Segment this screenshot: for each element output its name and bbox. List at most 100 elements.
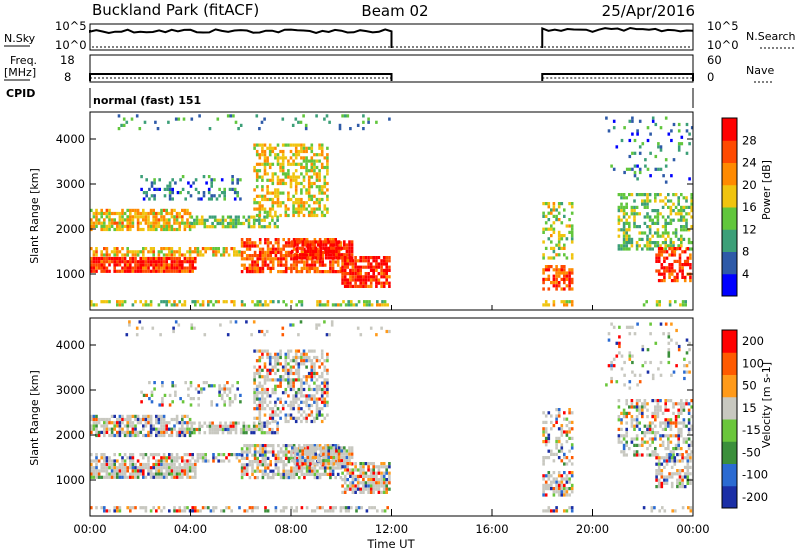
heatmap-cell xyxy=(380,481,383,485)
heatmap-cell xyxy=(287,159,290,163)
heatmap-cell xyxy=(250,333,253,337)
heatmap-cell xyxy=(630,402,634,406)
heatmap-cell xyxy=(276,181,280,186)
heatmap-cell xyxy=(656,411,660,415)
heatmap-cell xyxy=(336,263,340,267)
heatmap-cell xyxy=(355,303,358,307)
heatmap-cell xyxy=(330,320,334,324)
heatmap-cell xyxy=(252,215,256,219)
heatmap-cell xyxy=(667,199,670,203)
heatmap-cell xyxy=(625,399,628,403)
heatmap-cell xyxy=(622,231,626,235)
heatmap-cell xyxy=(149,427,153,431)
heatmap-cell xyxy=(274,419,277,424)
heatmap-cell xyxy=(168,224,171,228)
heatmap-cell xyxy=(316,472,319,476)
heatmap-cell xyxy=(547,287,551,291)
heatmap-cell xyxy=(667,447,670,451)
heatmap-cell xyxy=(261,260,265,264)
heatmap-cell xyxy=(304,240,307,244)
heatmap-cell xyxy=(261,247,265,251)
heatmap-cell xyxy=(356,474,360,478)
heatmap-cell xyxy=(260,427,264,432)
heatmap-cell xyxy=(194,472,197,476)
heatmap-cell xyxy=(181,266,184,270)
heatmap-cell xyxy=(253,444,257,448)
heatmap-cell xyxy=(620,434,623,438)
heatmap-cell xyxy=(339,303,343,307)
heatmap-cell xyxy=(173,417,176,422)
heatmap-cell xyxy=(641,199,644,203)
heatmap-cell xyxy=(174,117,178,121)
heatmap-cell xyxy=(271,476,275,480)
heatmap-cell xyxy=(162,417,166,422)
colorbar-segment xyxy=(722,184,737,208)
heatmap-cell xyxy=(147,221,150,225)
heatmap-cell xyxy=(121,466,124,470)
heatmap-cell xyxy=(258,225,261,229)
heatmap-cell xyxy=(161,403,164,407)
heatmap-cell xyxy=(136,269,140,273)
heatmap-cell xyxy=(557,205,561,209)
nave-tick-top: 60 xyxy=(707,53,722,67)
heatmap-cell xyxy=(97,475,101,479)
heatmap-cell xyxy=(654,450,657,454)
heatmap-cell xyxy=(670,250,674,254)
heatmap-cell xyxy=(304,249,307,253)
heatmap-cell xyxy=(635,205,639,209)
heatmap-cell xyxy=(654,405,657,409)
heatmap-cell xyxy=(301,452,304,456)
heatmap-cell xyxy=(282,444,285,448)
heatmap-cell xyxy=(295,263,298,267)
heatmap-cell xyxy=(213,218,217,222)
heatmap-cell xyxy=(201,300,205,304)
heatmap-cell xyxy=(140,187,143,191)
heatmap-cell xyxy=(617,209,621,213)
heatmap-cell xyxy=(251,300,254,304)
heatmap-cell xyxy=(136,263,140,267)
heatmap-cell xyxy=(380,281,383,285)
heatmap-cell xyxy=(305,238,309,242)
heatmap-cell xyxy=(659,360,663,365)
heatmap-cell xyxy=(302,400,306,404)
heatmap-cell xyxy=(377,265,381,269)
heatmap-cell xyxy=(315,384,319,388)
heatmap-cell xyxy=(221,424,225,428)
heatmap-cell xyxy=(276,143,280,147)
heatmap-cell xyxy=(103,218,106,222)
heatmap-cell xyxy=(121,269,124,273)
heatmap-cell xyxy=(318,456,322,460)
heatmap-cell xyxy=(664,434,667,438)
heatmap-cell xyxy=(219,218,222,222)
heatmap-cell xyxy=(307,204,311,208)
heatmap-cell xyxy=(295,238,298,242)
heatmap-cell xyxy=(201,506,205,510)
heatmap-cell xyxy=(683,250,687,254)
colorbar-tick-label: -15 xyxy=(742,423,761,437)
heatmap-cell xyxy=(105,253,109,257)
heatmap-cell xyxy=(300,407,303,411)
heatmap-cell xyxy=(263,397,267,401)
heatmap-cell xyxy=(173,227,176,232)
heatmap-cell xyxy=(157,221,161,225)
heatmap-cell xyxy=(263,162,267,166)
heatmap-cell xyxy=(147,462,150,467)
heatmap-cell xyxy=(126,427,129,431)
heatmap-cell xyxy=(142,197,146,201)
heatmap-cell xyxy=(247,218,251,222)
heatmap-cell xyxy=(677,122,681,127)
heatmap-cell xyxy=(687,443,691,447)
heatmap-cell xyxy=(311,462,315,466)
colorbar-segment xyxy=(722,162,737,186)
heatmap-cell xyxy=(318,185,321,189)
heatmap-cell xyxy=(281,143,285,147)
heatmap-cell xyxy=(282,460,285,464)
heatmap-cell xyxy=(134,250,137,254)
heatmap-cell xyxy=(336,472,340,476)
heatmap-cell xyxy=(258,194,262,198)
heatmap-cell xyxy=(108,300,111,304)
heatmap-cell xyxy=(667,132,671,136)
heatmap-cell xyxy=(103,221,106,225)
heatmap-cell xyxy=(179,178,182,182)
